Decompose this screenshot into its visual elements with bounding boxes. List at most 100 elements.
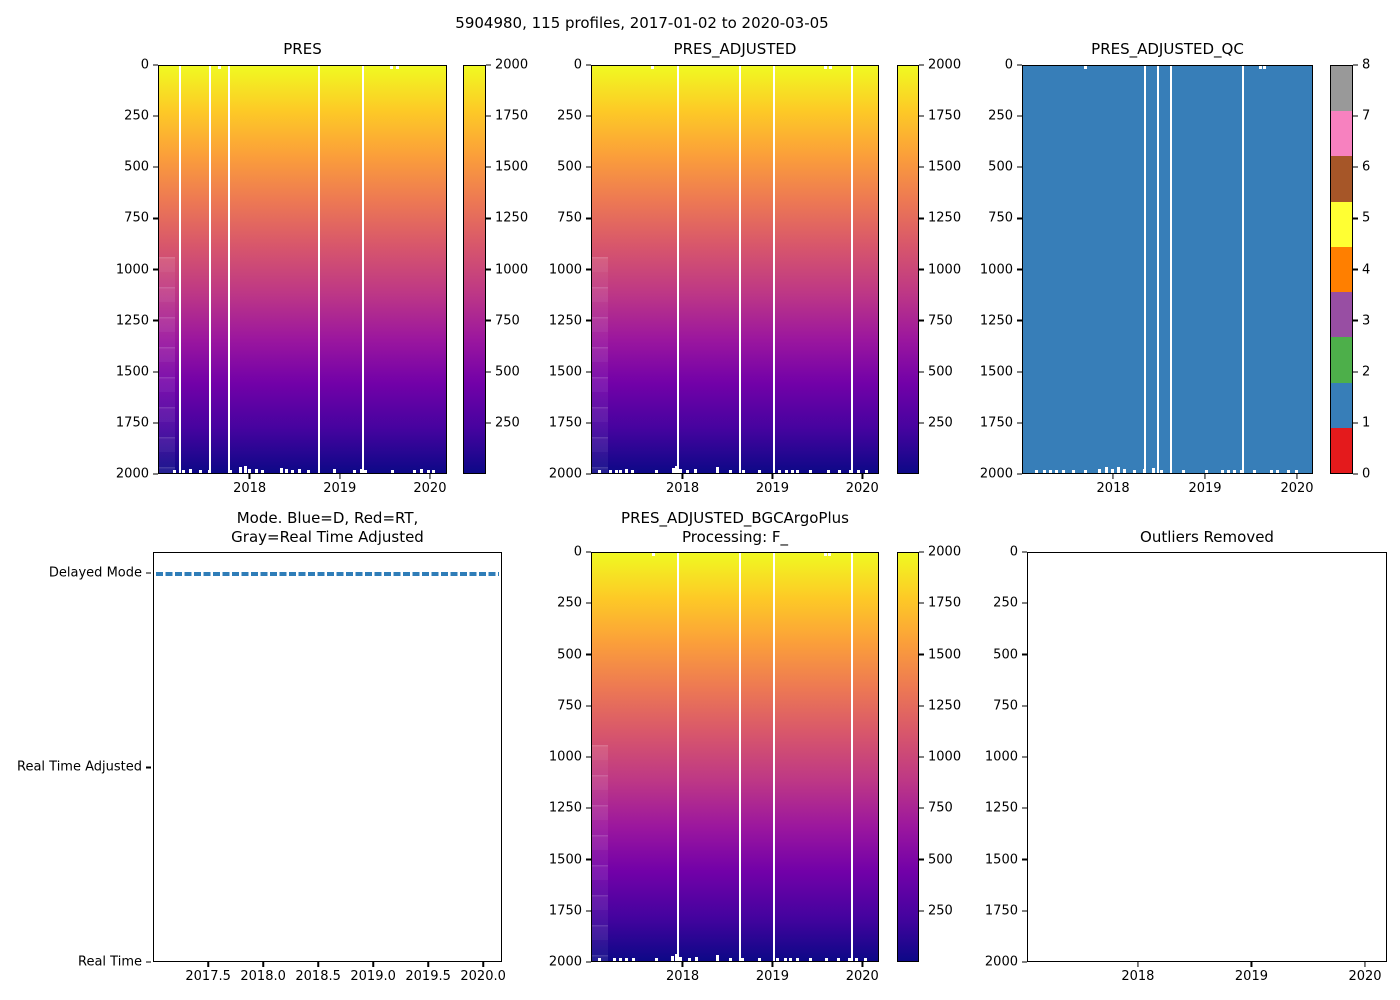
tick-label: 2019 — [1234, 969, 1268, 984]
tick-250: 250 — [919, 904, 953, 917]
missing-data-speck — [609, 470, 613, 473]
missing-data-speck — [1083, 470, 1087, 473]
tick-mark — [317, 962, 319, 967]
tick-label: 2018 — [1096, 481, 1130, 496]
tick-500: 500 — [557, 161, 591, 174]
tick-label: 2000 — [979, 466, 1013, 482]
tick-label: 2000 — [495, 57, 529, 73]
tick-2018: 2018 — [666, 962, 699, 983]
tick-label: 0 — [1009, 544, 1018, 560]
tick-label: 1750 — [928, 108, 962, 124]
pres-colorbar-axis: 2000 1750 1500 1250 1000 750 500 250 — [486, 59, 546, 474]
missing-data-speck — [809, 470, 813, 473]
missing-data-speck — [1111, 469, 1115, 473]
tick-label: 1000 — [928, 749, 962, 765]
missing-data-speck — [359, 469, 363, 473]
tick-1000: 1000 — [549, 751, 591, 764]
tick-label: 1000 — [928, 262, 962, 277]
missing-data-speck — [1122, 469, 1126, 473]
tick-label: 1000 — [115, 262, 149, 277]
tick-1250: 1250 — [549, 314, 591, 327]
missing-data-speck — [632, 958, 636, 961]
tick-label: 2000 — [548, 954, 582, 970]
tick-mark — [482, 962, 484, 967]
missing-profile-gap-line — [1170, 66, 1173, 473]
missing-profile-gap-line — [1144, 66, 1147, 473]
missing-data-speck — [1252, 470, 1256, 473]
tick-mark — [486, 319, 491, 322]
tick-label: 500 — [928, 364, 953, 380]
tick-label: 1500 — [928, 159, 962, 175]
tick-mark — [919, 268, 924, 271]
tick-mark — [586, 319, 591, 322]
tick-mark — [486, 422, 491, 424]
tick-mark — [153, 217, 158, 220]
tick-750: 750 — [486, 314, 520, 327]
tick-mark — [207, 962, 209, 967]
missing-data-speck — [863, 958, 867, 961]
tick-label: 1000 — [548, 262, 582, 277]
tick-label: 0 — [1004, 57, 1013, 73]
tick-label: Delayed Mode — [48, 565, 142, 581]
missing-profile-gap-line — [772, 66, 775, 473]
tick-2000: 2000 — [549, 468, 591, 481]
tick-mark — [372, 962, 374, 967]
tick-1500: 1500 — [985, 853, 1027, 866]
tick-label: 500 — [495, 364, 520, 380]
tick-750: 750 — [124, 212, 158, 225]
tick-mark — [153, 166, 158, 168]
missing-data-speck — [856, 470, 860, 473]
delayed-mode-series-line — [156, 571, 499, 576]
tick-mark — [1022, 756, 1027, 758]
qc-colorbar-segment — [1331, 246, 1352, 293]
missing-profile-gap-line — [208, 66, 211, 473]
tick-label: 1250 — [984, 800, 1018, 816]
missing-data-speck — [597, 470, 601, 473]
tick-500: 500 — [124, 161, 158, 174]
tick-label: 750 — [928, 313, 953, 329]
tick-label: 500 — [557, 159, 582, 175]
tick-2020: 2020 — [413, 474, 446, 495]
pres-adjusted-y-axis: 0 250 500 750 1000 1250 1500 1750 2000 — [527, 59, 591, 481]
tick-mark — [919, 319, 924, 322]
panel-title-pres: PRES — [283, 40, 322, 58]
figure-suptitle: 5904980, 115 profiles, 2017-01-02 to 202… — [455, 14, 829, 32]
tick-mark — [153, 115, 158, 117]
pres-adjusted-colorbar — [897, 65, 919, 474]
tick-label: 1500 — [495, 159, 529, 175]
missing-data-speck — [1072, 470, 1076, 473]
missing-data-speck — [1226, 470, 1230, 473]
tick-1000: 1000 — [985, 751, 1027, 764]
qc-colorbar-segment — [1331, 337, 1352, 383]
tick-mark — [1022, 961, 1027, 963]
tick-label: 250 — [928, 903, 953, 919]
missing-data-speck — [306, 470, 310, 473]
tick-2020: 2020 — [1348, 962, 1382, 983]
tick-mark — [919, 64, 924, 66]
tick-mark — [146, 766, 151, 769]
missing-data-speck — [796, 470, 800, 473]
tick-2000: 2000 — [486, 59, 528, 72]
tick-mark — [1017, 371, 1022, 373]
missing-data-speck — [352, 470, 356, 473]
tick-mark — [586, 64, 591, 66]
tick-mark — [1022, 602, 1027, 604]
tick-mark — [1112, 474, 1114, 479]
tick-0: 0 — [1353, 468, 1370, 481]
bgc-y-axis: 0 250 500 750 1000 1250 1500 1750 2000 — [527, 546, 591, 969]
tick-2020: 2020 — [846, 474, 879, 495]
missing-data-speck — [243, 466, 247, 473]
tick-2019.0: 2019.0 — [350, 962, 396, 983]
missing-data-speck — [217, 66, 221, 69]
tick-label: 2019.0 — [350, 969, 396, 984]
missing-data-speck — [849, 470, 853, 473]
tick-label: 1750 — [928, 595, 962, 611]
tick-mark — [586, 602, 591, 604]
tick-mark — [919, 858, 924, 861]
tick-delayed-mode: Delayed Mode — [49, 566, 151, 579]
tick-label: 750 — [557, 698, 582, 714]
missing-data-speck — [757, 470, 761, 473]
tick-mark — [1353, 371, 1358, 373]
tick-0: 0 — [574, 59, 591, 72]
missing-data-speck — [431, 470, 435, 473]
